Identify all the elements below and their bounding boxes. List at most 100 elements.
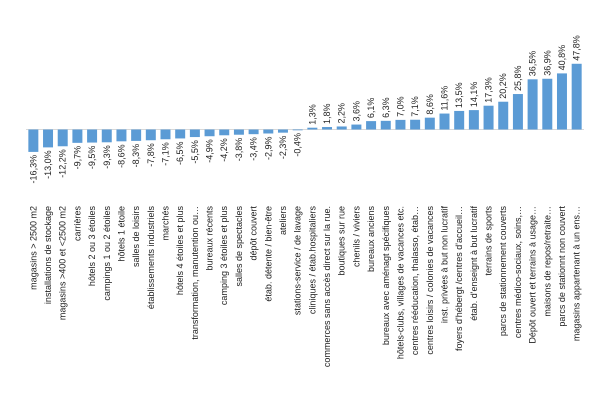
category-label: étab. d'enseignt à but lucratif <box>469 206 479 321</box>
category-label: dépôt couvert <box>249 206 259 261</box>
category-label: carrières <box>72 206 82 242</box>
category-label: établissements industriels <box>146 206 156 310</box>
bar <box>454 110 465 130</box>
bar <box>160 129 171 140</box>
category-label: transformation, manutention ou… <box>190 206 200 340</box>
bar <box>189 129 200 138</box>
data-label: 17,3% <box>484 77 494 103</box>
category-label: magasins >400 et <2500 m2 <box>58 206 68 320</box>
category-label: foyers d'hébergt /centres d'accueil… <box>454 206 464 351</box>
data-label: 25,8% <box>513 65 523 91</box>
bar <box>131 129 142 141</box>
data-label: -2,9% <box>263 136 273 160</box>
category-label: commerces sans accès direct sur la rue. <box>322 206 332 367</box>
data-label: 13,5% <box>454 82 464 108</box>
data-label: 2,2% <box>337 103 347 124</box>
data-label: -0,4% <box>293 133 303 157</box>
bar <box>527 79 538 130</box>
category-label: bureaux avec aménagt spécifiques <box>381 206 391 346</box>
data-label: 36,5% <box>528 51 538 77</box>
data-label: -6,5% <box>175 141 185 165</box>
data-label: 36,9% <box>542 50 552 76</box>
bar <box>292 129 303 131</box>
data-label: 47,8% <box>572 35 582 61</box>
category-label: bureaux anciens <box>366 206 376 273</box>
category-label: hôtels 2 ou 3 étoiles <box>87 206 97 287</box>
data-label: 20,2% <box>498 73 508 99</box>
category-label: parcs de stationnt non couvert <box>557 206 567 327</box>
data-label: 3,6% <box>351 101 361 122</box>
bar <box>351 124 362 130</box>
category-label: hôtels-clubs, villages de vacances etc. <box>395 206 405 359</box>
category-label: camping 3 étoiles et plus <box>219 206 229 306</box>
bars-group <box>28 63 582 152</box>
data-label: 11,6% <box>440 86 450 111</box>
category-label: hôtels 4 étoiles et plus <box>175 206 185 296</box>
category-label: chenils / viviers <box>351 206 361 268</box>
category-label: installations de stockage <box>43 206 53 304</box>
bar <box>512 94 523 130</box>
data-label: -12,2% <box>58 149 68 178</box>
bar <box>43 129 54 148</box>
category-label: étab. détente / bien-être <box>263 206 273 302</box>
data-label: -7,8% <box>146 143 156 167</box>
category-label: maisons de repos/retraite… <box>542 206 552 317</box>
bar <box>263 129 274 134</box>
category-label: salles de spectacles <box>234 206 244 287</box>
bar <box>72 129 83 143</box>
data-label: -3,4% <box>249 137 259 161</box>
data-label: -16,3% <box>28 155 38 184</box>
data-label: -13,0% <box>43 150 53 179</box>
bar <box>87 129 98 143</box>
data-label: -9,7% <box>72 146 82 170</box>
bar <box>380 120 391 130</box>
category-label: terrains de sports <box>484 206 494 276</box>
data-label: -3,8% <box>234 138 244 162</box>
data-label: 7,1% <box>410 96 420 117</box>
bar <box>424 117 435 130</box>
bar <box>439 113 450 130</box>
data-label: -7,1% <box>161 142 171 166</box>
data-label: 14,1% <box>469 82 479 108</box>
bar <box>542 78 553 130</box>
category-label: centres rééducation, thalasso, étab… <box>410 206 420 355</box>
bar <box>556 73 567 130</box>
bar <box>498 101 509 130</box>
category-label: cliniques / étab.hospitaliers <box>307 206 317 315</box>
bar <box>277 129 288 133</box>
bar <box>219 129 230 136</box>
bar <box>336 126 347 130</box>
data-label: -9,3% <box>102 145 112 169</box>
bar <box>248 129 259 135</box>
category-label: marchés <box>161 206 171 241</box>
category-label: bureaux récents <box>205 206 215 271</box>
bar <box>307 127 318 130</box>
data-label: 6,3% <box>381 97 391 118</box>
data-label: -8,6% <box>116 144 126 168</box>
bar <box>483 105 494 130</box>
bar <box>571 63 582 130</box>
category-label: centres médico-sociaux, soins,… <box>513 206 523 338</box>
data-label: -9,5% <box>87 146 97 170</box>
data-label: 7,0% <box>395 96 405 117</box>
category-label: centres loisirs / colonies de vacances <box>425 206 435 355</box>
data-label: -4,2% <box>219 138 229 162</box>
bar <box>204 129 215 137</box>
data-label: 1,3% <box>307 104 317 125</box>
category-label: boutiques sur rue <box>337 206 347 276</box>
data-labels-group: -16,3% -13,0% -12,2% -9,7% -9,5% -9,3% -8,6% -8… <box>28 35 581 183</box>
data-label: -2,3% <box>278 136 288 160</box>
data-label: 6,1% <box>366 98 376 119</box>
category-label: campings 1 ou 2 étoiles <box>102 206 112 301</box>
data-label: -8,3% <box>131 144 141 168</box>
category-label: hôtels 1 étoile <box>116 206 126 262</box>
category-label: ateliers <box>278 206 288 236</box>
bar <box>395 119 406 130</box>
category-label: magasins appartenant à un ens… <box>572 206 582 341</box>
data-label: -5,5% <box>190 140 200 164</box>
bar <box>468 110 479 130</box>
category-label: salles de loisirs <box>131 206 141 268</box>
data-label: -4,9% <box>205 139 215 163</box>
data-label: 1,8% <box>322 104 332 125</box>
bar <box>233 129 244 135</box>
